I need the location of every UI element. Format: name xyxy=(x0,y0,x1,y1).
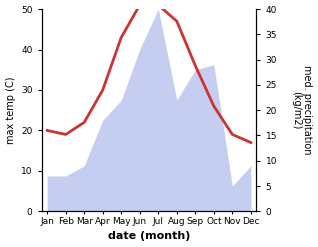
Y-axis label: max temp (C): max temp (C) xyxy=(5,76,16,144)
X-axis label: date (month): date (month) xyxy=(108,231,190,242)
Y-axis label: med. precipitation
(kg/m2): med. precipitation (kg/m2) xyxy=(291,65,313,155)
